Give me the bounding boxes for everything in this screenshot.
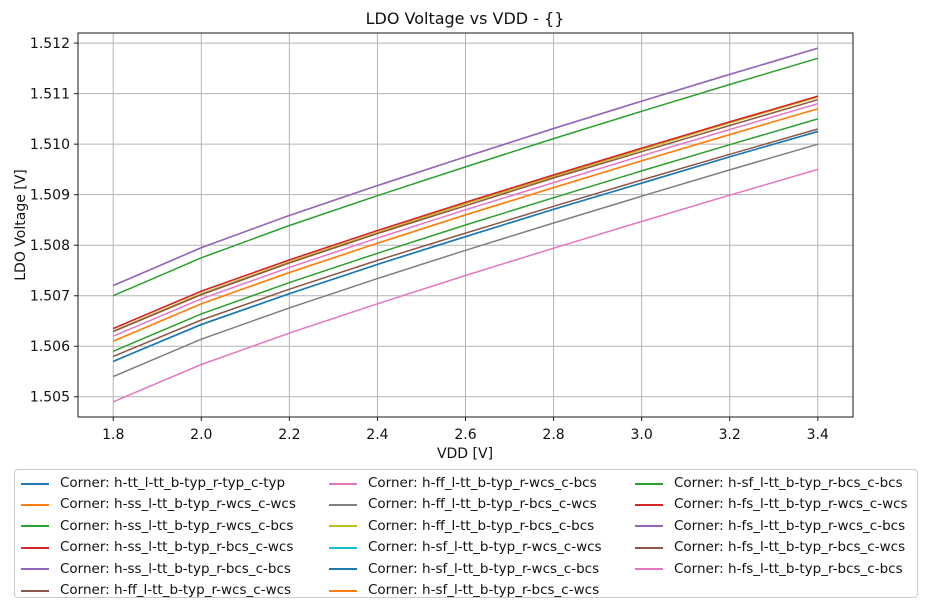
legend-line-swatch [21, 546, 49, 549]
series-line-2 [112, 57, 819, 297]
series-line-11 [112, 108, 819, 342]
series-line-12 [112, 118, 819, 352]
legend-line-swatch [329, 589, 357, 592]
legend-line-swatch [635, 482, 663, 485]
legend: Corner: h-tt_l-tt_b-typ_r-typ_c-typ Corne… [14, 469, 918, 598]
legend-item: Corner: h-ff_l-tt_b-typ_r-bcs_c-wcs [323, 494, 629, 515]
legend-label: Corner: h-sf_l-tt_b-typ_r-wcs_c-wcs [368, 539, 602, 556]
y-tick-label: 1.505 [30, 390, 70, 406]
legend-item: Corner: h-ff_l-tt_b-typ_r-wcs_c-bcs [323, 473, 629, 494]
legend-label: Corner: h-sf_l-tt_b-typ_r-wcs_c-bcs [368, 560, 600, 577]
legend-line-swatch [21, 482, 49, 485]
legend-line-swatch [635, 568, 663, 571]
legend-label: Corner: h-sf_l-tt_b-typ_r-bcs_c-wcs [368, 581, 600, 598]
legend-label: Corner: h-ss_l-tt_b-typ_r-bcs_c-bcs [60, 560, 291, 577]
legend-label: Corner: h-ff_l-tt_b-typ_r-bcs_c-bcs [368, 517, 595, 534]
y-tick-label: 1.511 [30, 86, 70, 102]
y-tick-label: 1.510 [30, 137, 70, 153]
legend-line-swatch [329, 525, 357, 528]
legend-line-swatch [21, 568, 49, 571]
legend-item: Corner: h-fs_l-tt_b-typ_r-bcs_c-bcs [629, 559, 917, 580]
legend-line-swatch [21, 589, 49, 592]
legend-label: Corner: h-ff_l-tt_b-typ_r-wcs_c-bcs [368, 474, 597, 491]
legend-line-swatch [329, 546, 357, 549]
legend-line-swatch [21, 525, 49, 528]
series-line-14 [112, 47, 819, 287]
legend-line-swatch [21, 504, 49, 507]
series-line-6 [112, 168, 819, 403]
legend-label: Corner: h-fs_l-tt_b-typ_r-bcs_c-bcs [674, 560, 903, 577]
series-line-13 [112, 95, 819, 330]
legend-item: Corner: h-ss_l-tt_b-typ_r-bcs_c-bcs [15, 559, 323, 580]
legend-line-swatch [329, 568, 357, 571]
x-tick-label: 2.6 [454, 427, 476, 443]
legend-line-swatch [329, 482, 357, 485]
y-tick-label: 1.512 [30, 36, 70, 52]
legend-item: Corner: h-ff_l-tt_b-typ_r-bcs_c-bcs [323, 516, 629, 537]
legend-item: Corner: h-ss_l-tt_b-typ_r-bcs_c-wcs [15, 537, 323, 558]
x-axis-label: VDD [V] [437, 446, 493, 462]
legend-label: Corner: h-fs_l-tt_b-typ_r-wcs_c-bcs [674, 517, 906, 534]
series-lines [112, 47, 819, 403]
legend-item: Corner: h-tt_l-tt_b-typ_r-typ_c-typ [15, 473, 323, 494]
x-tick-label: 2.2 [278, 427, 300, 443]
legend-item: Corner: h-fs_l-tt_b-typ_r-bcs_c-wcs [629, 537, 917, 558]
chart-title: LDO Voltage vs VDD - {} [366, 9, 565, 28]
x-tick-label: 3.4 [807, 427, 829, 443]
y-tick-label: 1.507 [30, 289, 70, 305]
legend-line-swatch [635, 546, 663, 549]
series-line-15 [112, 98, 819, 333]
series-line-16 [112, 102, 819, 337]
legend-line-swatch [635, 525, 663, 528]
series-line-10 [112, 130, 819, 363]
legend-label: Corner: h-ff_l-tt_b-typ_r-wcs_c-wcs [60, 581, 292, 598]
axis-ticks: 1.8 2.0 2.2 2.4 2.6 2.8 3.0 3.2 3.4 1.505 1.506 1.5… [30, 36, 829, 443]
legend-label: Corner: h-fs_l-tt_b-typ_r-wcs_c-wcs [674, 496, 908, 513]
x-tick-label: 2.0 [190, 427, 212, 443]
x-tick-label: 2.4 [366, 427, 388, 443]
legend-item: Corner: h-fs_l-tt_b-typ_r-wcs_c-wcs [629, 494, 917, 515]
legend-item: Corner: h-sf_l-tt_b-typ_r-bcs_c-bcs [629, 473, 917, 494]
y-tick-label: 1.508 [30, 238, 70, 254]
series-line-5 [112, 128, 819, 358]
y-tick-label: 1.506 [30, 339, 70, 355]
legend-item: Corner: h-ff_l-tt_b-typ_r-wcs_c-wcs [15, 580, 323, 601]
legend-item: Corner: h-fs_l-tt_b-typ_r-wcs_c-bcs [629, 516, 917, 537]
legend-item: Corner: h-sf_l-tt_b-typ_r-bcs_c-wcs [323, 580, 629, 601]
x-tick-label: 2.8 [542, 427, 564, 443]
legend-item: Corner: h-ss_l-tt_b-typ_r-wcs_c-wcs [15, 494, 323, 515]
x-tick-label: 3.2 [719, 427, 741, 443]
legend-label: Corner: h-ss_l-tt_b-typ_r-wcs_c-bcs [60, 517, 294, 534]
line-chart: 1.8 2.0 2.2 2.4 2.6 2.8 3.0 3.2 3.4 1.505 1.506 1.5… [13, 9, 854, 462]
x-tick-label: 1.8 [102, 427, 124, 443]
series-line-7 [112, 143, 819, 378]
legend-label: Corner: h-ss_l-tt_b-typ_r-bcs_c-wcs [60, 539, 294, 556]
legend-label: Corner: h-sf_l-tt_b-typ_r-bcs_c-bcs [674, 474, 903, 491]
y-tick-label: 1.509 [30, 187, 70, 203]
series-line-8 [112, 96, 819, 332]
legend-label: Corner: h-ff_l-tt_b-typ_r-bcs_c-wcs [368, 496, 597, 513]
legend-line-swatch [635, 504, 663, 507]
legend-line-swatch [329, 504, 357, 507]
x-tick-label: 3.0 [631, 427, 653, 443]
legend-item: Corner: h-sf_l-tt_b-typ_r-wcs_c-wcs [323, 537, 629, 558]
legend-label: Corner: h-tt_l-tt_b-typ_r-typ_c-typ [60, 474, 286, 491]
legend-item: Corner: h-sf_l-tt_b-typ_r-wcs_c-bcs [323, 559, 629, 580]
legend-label: Corner: h-fs_l-tt_b-typ_r-bcs_c-wcs [674, 539, 906, 556]
y-axis-label: LDO Voltage [V] [13, 169, 29, 281]
grid-lines [78, 33, 853, 417]
legend-label: Corner: h-ss_l-tt_b-typ_r-wcs_c-wcs [60, 496, 296, 513]
legend-item: Corner: h-ss_l-tt_b-typ_r-wcs_c-bcs [15, 516, 323, 537]
